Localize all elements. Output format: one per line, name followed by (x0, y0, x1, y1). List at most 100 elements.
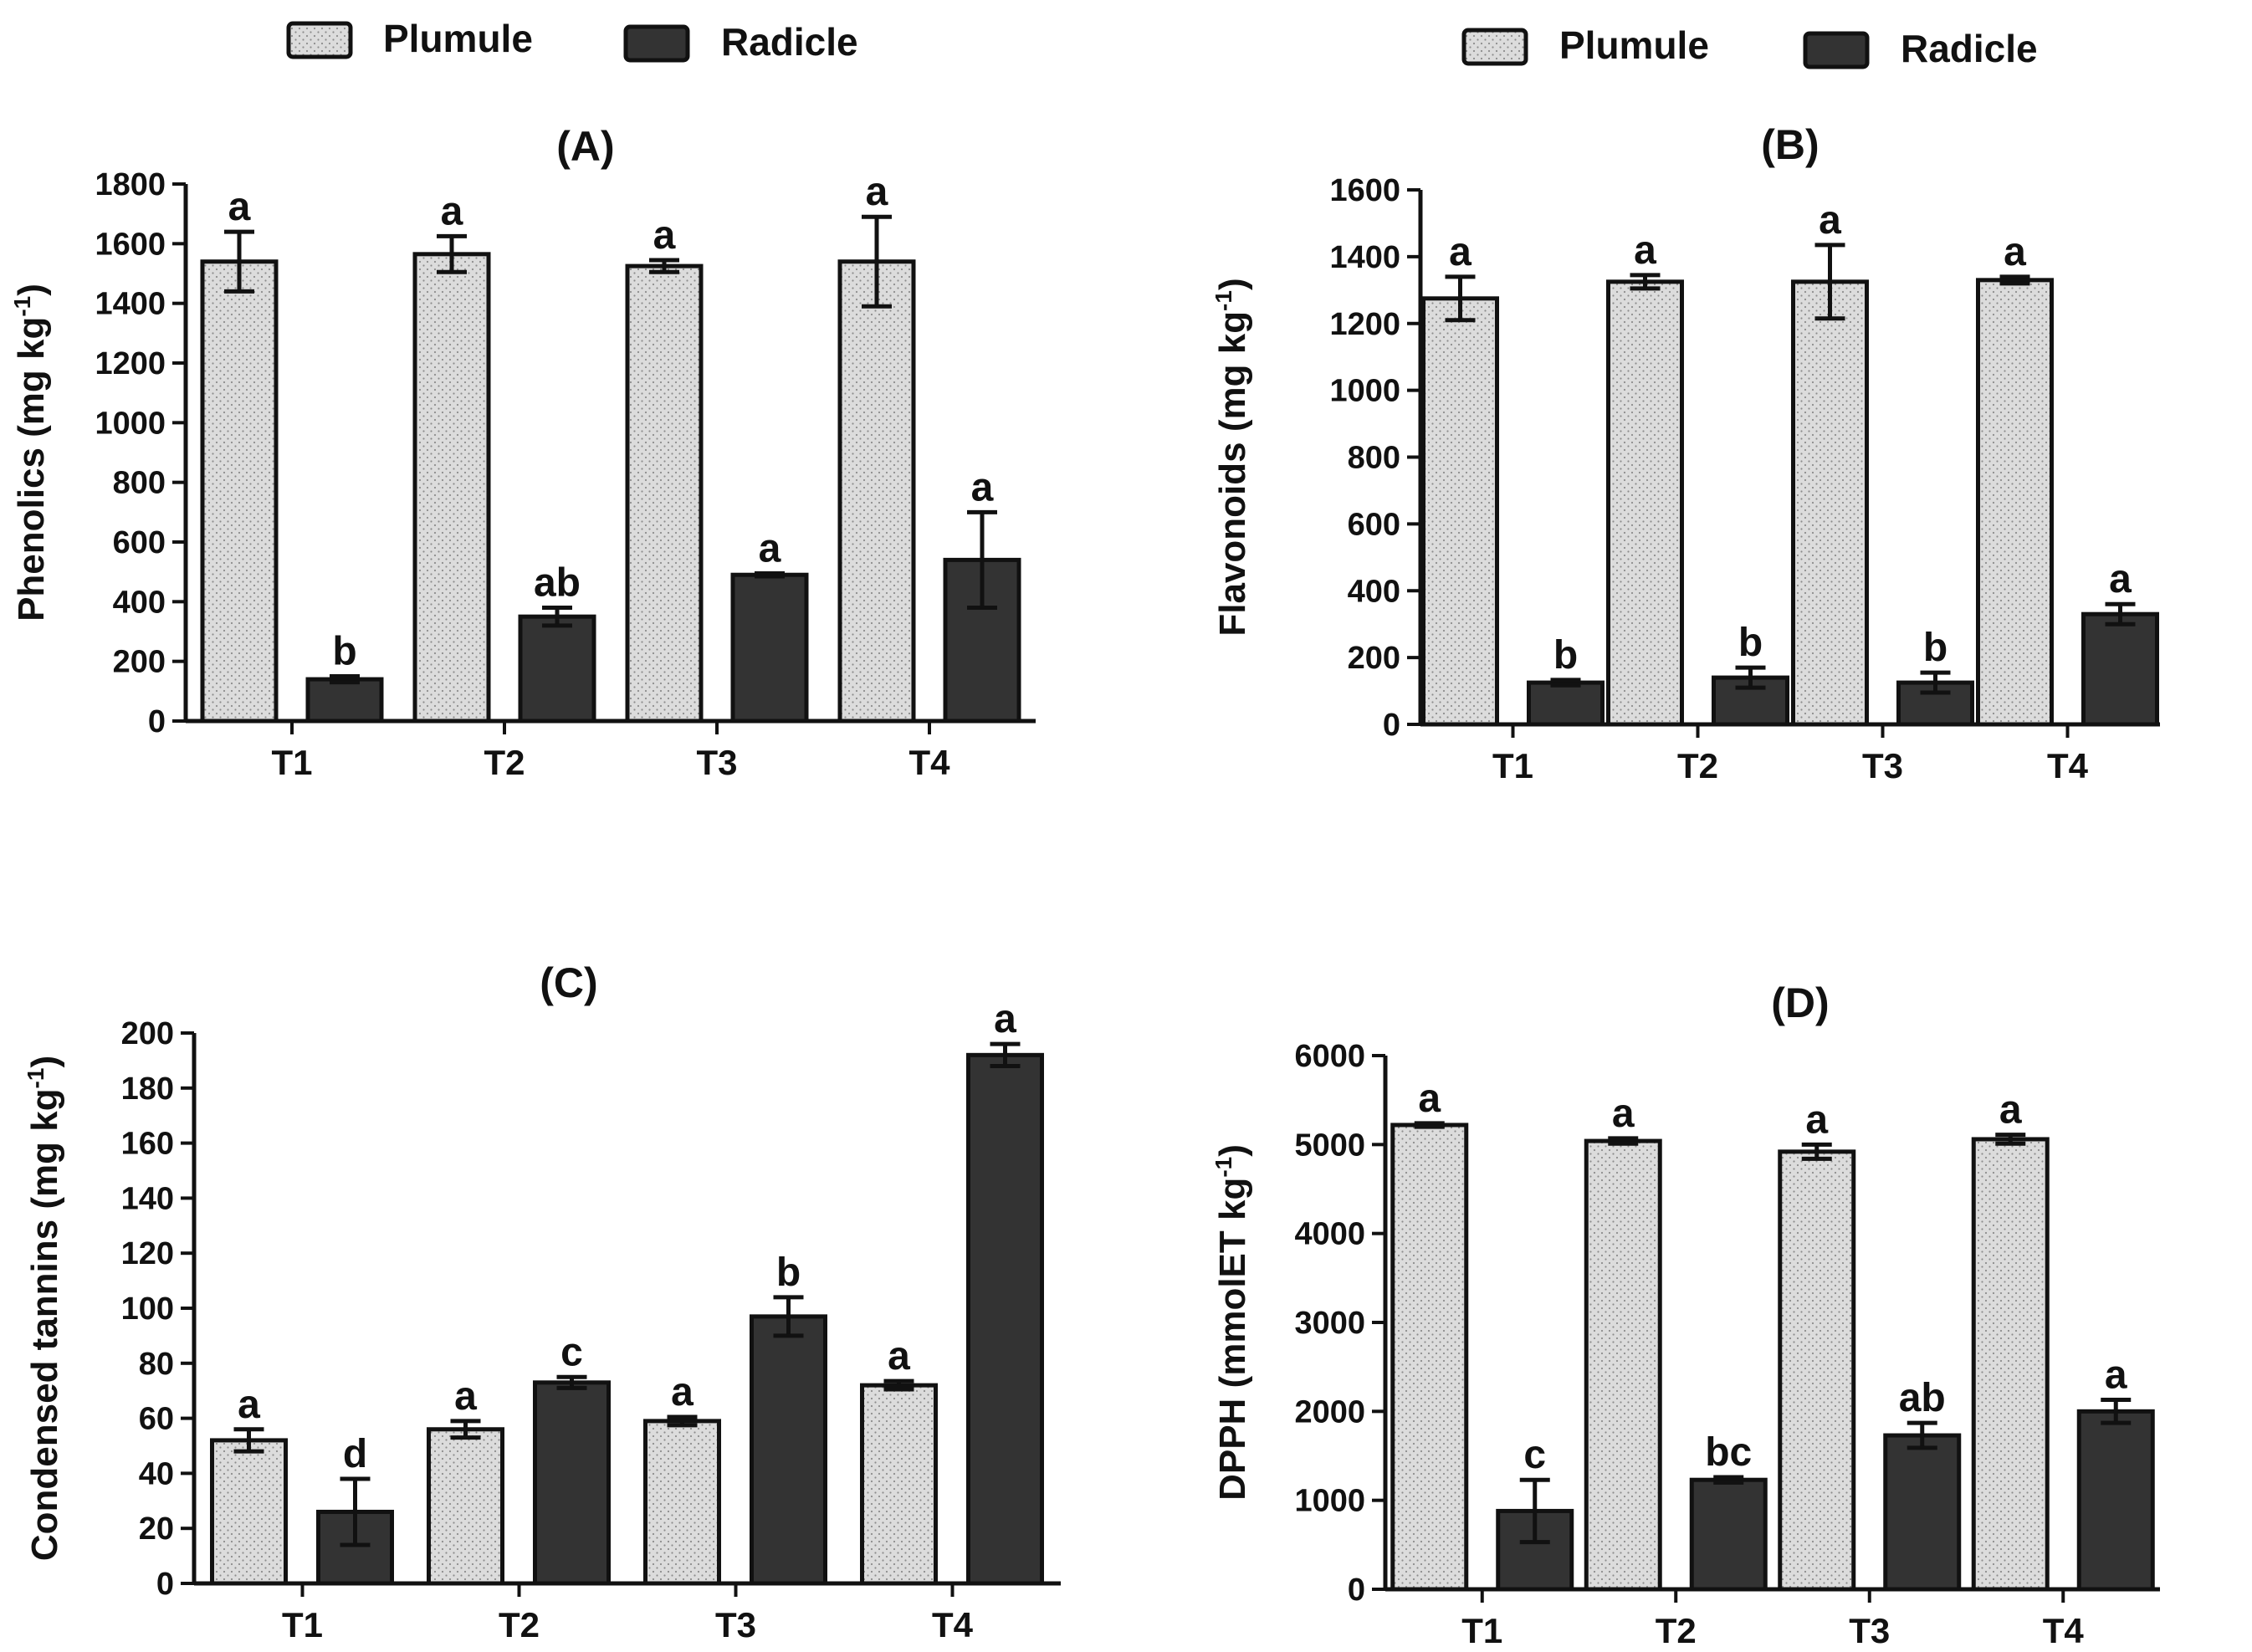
radicle-significance-letter: b (1553, 633, 1578, 678)
legend-left: Plumule Radicle (286, 17, 858, 64)
radicle-significance-letter: bc (1705, 1430, 1752, 1475)
y-tick-label: 800 (113, 466, 166, 501)
panel-title: (B) (1761, 121, 1819, 168)
y-axis-label-end: ) (24, 1056, 65, 1068)
plumule-significance-letter: a (441, 189, 463, 233)
plumule-bar (1421, 296, 1499, 727)
y-tick-label: 0 (156, 1567, 174, 1602)
x-tick-label: T1 (271, 743, 312, 782)
plumule-significance-letter: a (1999, 1088, 2022, 1133)
x-tick-label: T2 (484, 743, 525, 782)
y-tick-label: 160 (121, 1127, 174, 1162)
plumule-bar (200, 259, 279, 724)
y-axis-label: DPPH (mmolET kg-1) (1210, 1144, 1253, 1501)
radicle-significance-letter: a (971, 465, 994, 509)
y-tick-label: 200 (121, 1016, 174, 1051)
y-tick-label: 400 (113, 585, 166, 620)
radicle-bar (750, 1314, 827, 1586)
y-axis-label-text: DPPH (mmolET kg (1212, 1178, 1253, 1501)
plumule-bar (1606, 279, 1684, 727)
plumule-significance-letter: a (671, 1370, 694, 1414)
y-tick-label: 1600 (95, 227, 166, 262)
plumule-bar (1971, 1137, 2050, 1592)
radicle-significance-letter: c (1523, 1433, 1546, 1477)
panel-d-dpph: (D) DPPH (mmolET kg-1) 0 1000 2000 3000 4000 50… (1210, 979, 2160, 1650)
legend-swatch-radicle (623, 24, 690, 63)
y-tick-label: 1000 (1329, 374, 1400, 409)
plumule-bar (1791, 279, 1869, 727)
plumule-bar (427, 1427, 504, 1586)
radicle-significance-letter: a (994, 997, 1016, 1041)
y-axis-label-text: Flavonoids (mg kg (1212, 311, 1253, 637)
y-axis-label-superscript: -1 (1210, 1157, 1236, 1178)
y-tick-label: 180 (121, 1071, 174, 1107)
radicle-bar (305, 677, 384, 724)
panel-c-condensed-tannins: (C) Condensed tannins (mg kg-1) 0 20 40 60 80 1… (23, 959, 1061, 1644)
y-axis-label: Flavonoids (mg kg-1) (1210, 278, 1253, 636)
radicle-significance-letter: ab (534, 560, 581, 605)
y-axis-label-end: ) (11, 284, 52, 296)
x-tick-label: T2 (1677, 746, 1718, 785)
x-tick-label: T2 (499, 1605, 540, 1644)
legend-swatch-plumule (1461, 28, 1528, 66)
y-tick-label: 6000 (1294, 1039, 1365, 1074)
y-tick-label: 0 (1383, 708, 1400, 743)
plumule-bar (860, 1383, 938, 1586)
y-tick-label: 40 (139, 1456, 174, 1491)
y-tick-label: 1000 (1294, 1484, 1365, 1519)
plumule-bar (625, 263, 704, 724)
legend-swatch-radicle (1803, 31, 1870, 69)
y-tick-label: 20 (139, 1511, 174, 1547)
radicle-bar (518, 614, 596, 724)
radicle-significance-letter: c (560, 1330, 583, 1374)
plumule-bar (837, 259, 916, 724)
plumule-significance-letter: a (1418, 1077, 1441, 1121)
y-tick-label: 5000 (1294, 1128, 1365, 1163)
radicle-bar (533, 1380, 611, 1586)
plumule-significance-letter: a (653, 213, 676, 258)
y-tick-label: 120 (121, 1236, 174, 1271)
radicle-significance-letter: b (1738, 621, 1763, 665)
radicle-bar (1689, 1477, 1768, 1592)
y-tick-label: 1400 (1329, 240, 1400, 275)
x-tick-label: T2 (1656, 1611, 1697, 1650)
y-tick-label: 0 (1348, 1573, 1365, 1608)
y-tick-label: 200 (1348, 641, 1400, 676)
radicle-significance-letter: b (332, 630, 356, 674)
x-tick-label: T4 (2043, 1611, 2085, 1650)
legend-label-plumule: Plumule (1559, 23, 1709, 67)
radicle-bar (1496, 1508, 1574, 1592)
radicle-bar (730, 572, 809, 724)
radicle-significance-letter: a (2105, 1353, 2127, 1398)
plumule-bar (1390, 1123, 1469, 1592)
radicle-bar (1883, 1433, 1962, 1592)
legend-swatch-plumule (286, 21, 353, 59)
legend-label-plumule: Plumule (383, 17, 533, 60)
y-axis-label-superscript: -1 (1210, 290, 1236, 311)
plumule-significance-letter: a (2004, 230, 2026, 274)
y-tick-label: 3000 (1294, 1306, 1365, 1341)
plumule-significance-letter: a (1449, 230, 1471, 274)
plumule-significance-letter: a (1805, 1097, 1828, 1142)
y-tick-label: 1200 (1329, 307, 1400, 342)
y-axis-label-text: Condensed tannins (mg kg (24, 1088, 65, 1561)
radicle-significance-letter: d (343, 1432, 367, 1476)
y-tick-label: 140 (121, 1181, 174, 1216)
y-tick-label: 1000 (95, 406, 166, 441)
radicle-significance-letter: a (2109, 557, 2132, 601)
x-tick-label: T1 (1492, 746, 1533, 785)
panel-a-phenolics: (A) Phenolics (mg kg-1) 0 200 400 600 800 1000 1… (9, 123, 1036, 782)
x-tick-label: T1 (1461, 1611, 1502, 1650)
radicle-significance-letter: b (776, 1251, 801, 1295)
x-tick-label: T4 (932, 1605, 974, 1644)
radicle-bar (2081, 611, 2159, 727)
plumule-significance-letter: a (866, 170, 888, 214)
radicle-significance-letter: ab (1899, 1376, 1946, 1420)
plumule-significance-letter: a (238, 1383, 260, 1427)
plumule-significance-letter: a (1612, 1092, 1635, 1136)
x-tick-label: T3 (696, 743, 737, 782)
radicle-bar (966, 1052, 1044, 1586)
plumule-significance-letter: a (1819, 198, 1841, 243)
y-axis-label-superscript: -1 (9, 296, 35, 317)
